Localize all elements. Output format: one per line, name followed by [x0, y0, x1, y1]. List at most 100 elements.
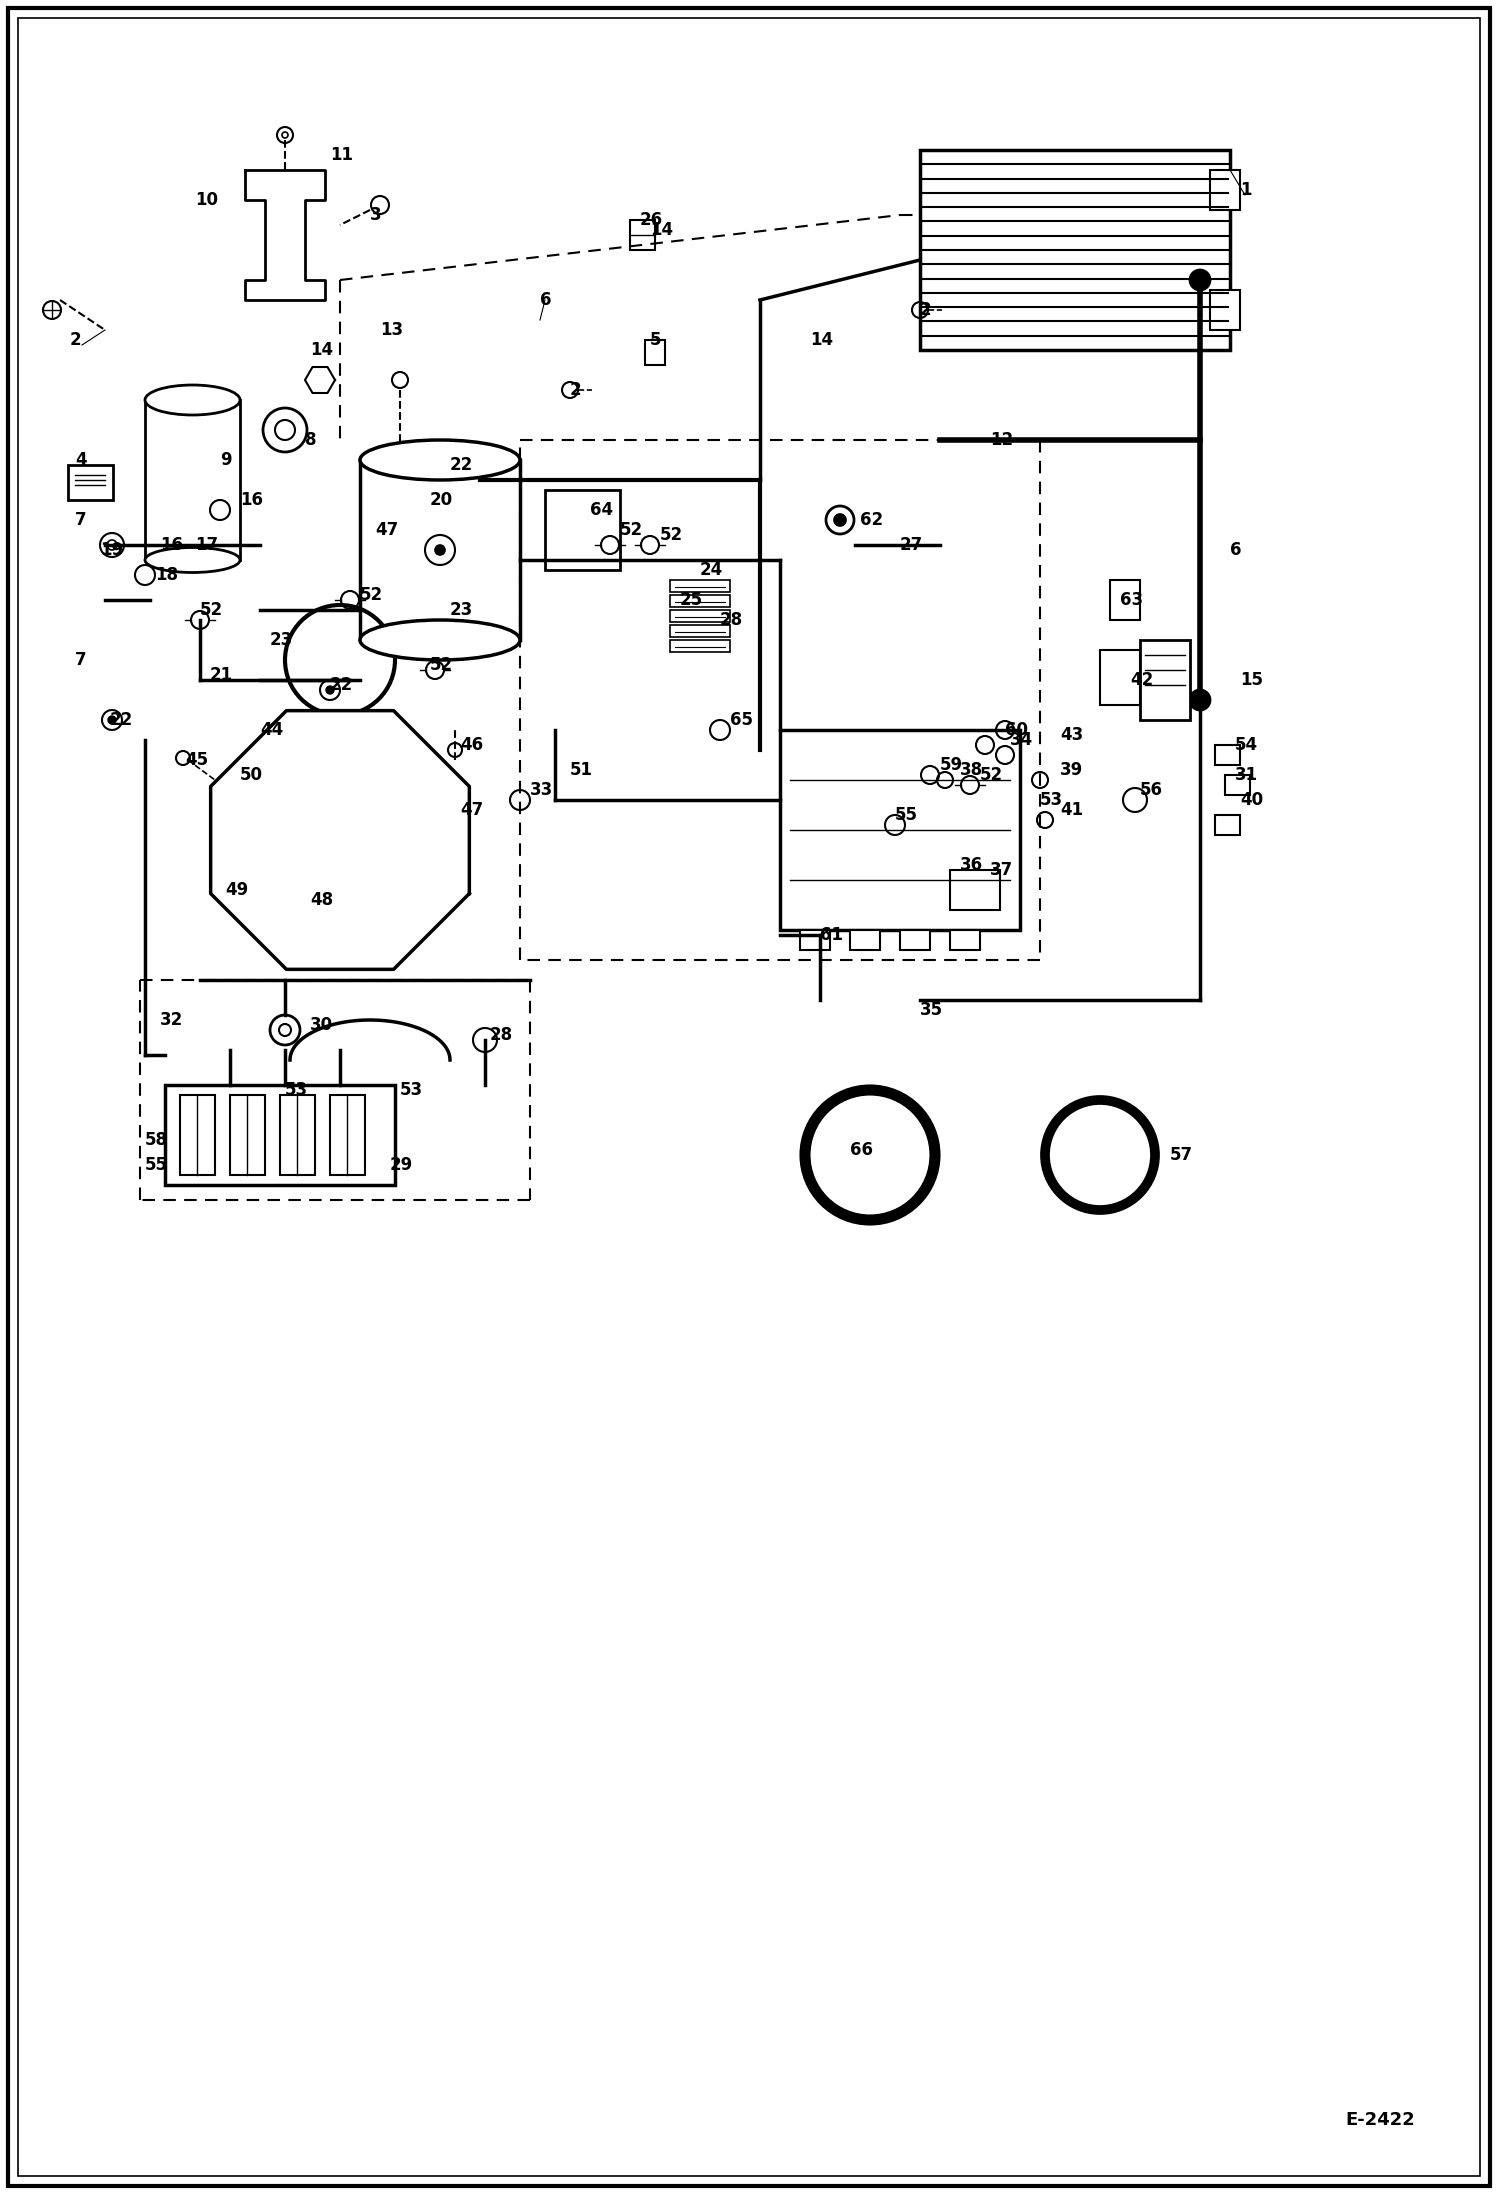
Text: 40: 40 — [1240, 792, 1263, 810]
Text: 22: 22 — [109, 711, 133, 728]
Text: 49: 49 — [225, 882, 249, 900]
Text: 13: 13 — [380, 320, 403, 340]
Text: 12: 12 — [990, 430, 1013, 450]
Text: 60: 60 — [1005, 722, 1028, 739]
Text: 14: 14 — [810, 331, 833, 349]
Circle shape — [270, 1016, 300, 1044]
Bar — [1210, 290, 1240, 329]
Text: 36: 36 — [960, 856, 983, 873]
Text: 26: 26 — [640, 211, 664, 228]
Text: 57: 57 — [1170, 1145, 1192, 1165]
Circle shape — [277, 233, 294, 248]
Circle shape — [108, 715, 115, 724]
Bar — [920, 149, 1230, 351]
Bar — [165, 1086, 395, 1185]
Bar — [1215, 746, 1240, 766]
Text: 23: 23 — [449, 601, 473, 619]
Bar — [670, 641, 730, 652]
Text: 7: 7 — [75, 511, 87, 529]
Text: 47: 47 — [460, 801, 484, 818]
Text: 2: 2 — [920, 301, 932, 318]
Text: 48: 48 — [310, 891, 333, 908]
Text: 43: 43 — [1061, 726, 1083, 744]
Ellipse shape — [360, 621, 520, 660]
Text: 53: 53 — [285, 1082, 309, 1099]
Circle shape — [327, 687, 334, 693]
Circle shape — [43, 301, 61, 318]
Text: 39: 39 — [1061, 761, 1083, 779]
Bar — [330, 1095, 366, 1176]
Bar — [1225, 774, 1249, 794]
Text: 1: 1 — [1240, 180, 1251, 200]
Text: 59: 59 — [941, 757, 963, 774]
Text: 9: 9 — [220, 452, 232, 470]
Circle shape — [834, 513, 846, 527]
Bar — [67, 465, 112, 500]
Text: 20: 20 — [430, 491, 452, 509]
Bar — [231, 1095, 265, 1176]
Bar — [631, 219, 655, 250]
Text: 3: 3 — [370, 206, 382, 224]
Bar — [950, 930, 980, 950]
Bar — [900, 930, 930, 950]
Text: 15: 15 — [1240, 671, 1263, 689]
Text: 52: 52 — [430, 656, 452, 674]
Text: 44: 44 — [261, 722, 283, 739]
Circle shape — [282, 237, 288, 244]
Text: 7: 7 — [75, 652, 87, 669]
Text: 30: 30 — [310, 1016, 333, 1033]
Text: 31: 31 — [1234, 766, 1258, 783]
Text: 63: 63 — [1121, 590, 1143, 610]
Text: 10: 10 — [195, 191, 219, 208]
Text: 2: 2 — [70, 331, 81, 349]
Bar — [670, 610, 730, 623]
Text: 53: 53 — [400, 1082, 422, 1099]
Text: 22: 22 — [330, 676, 354, 693]
Bar — [950, 871, 1001, 911]
Text: 64: 64 — [590, 500, 613, 520]
Text: 52: 52 — [980, 766, 1004, 783]
Text: 14: 14 — [310, 340, 333, 360]
Bar — [1110, 579, 1140, 621]
Text: 37: 37 — [990, 860, 1013, 880]
Text: 14: 14 — [650, 222, 673, 239]
Bar — [545, 489, 620, 570]
Bar — [670, 625, 730, 636]
Text: 32: 32 — [160, 1011, 183, 1029]
Text: 46: 46 — [460, 735, 484, 755]
Text: 27: 27 — [900, 535, 923, 555]
Text: 16: 16 — [160, 535, 183, 555]
Text: 22: 22 — [449, 456, 473, 474]
Ellipse shape — [145, 384, 240, 415]
Bar — [180, 1095, 216, 1176]
Polygon shape — [211, 711, 469, 970]
Text: E-2422: E-2422 — [1345, 2111, 1416, 2128]
Text: 18: 18 — [154, 566, 178, 584]
Text: 58: 58 — [145, 1130, 168, 1150]
Text: 55: 55 — [894, 805, 918, 825]
Circle shape — [434, 544, 445, 555]
Text: 55: 55 — [145, 1156, 168, 1174]
Text: 38: 38 — [960, 761, 983, 779]
Text: 66: 66 — [849, 1141, 873, 1158]
Bar — [145, 399, 240, 559]
Bar — [800, 930, 830, 950]
Polygon shape — [246, 169, 325, 301]
Text: 4: 4 — [75, 452, 87, 470]
Text: 33: 33 — [530, 781, 553, 799]
Text: 28: 28 — [721, 610, 743, 630]
Bar — [280, 1095, 315, 1176]
Text: 21: 21 — [210, 667, 234, 685]
Text: 42: 42 — [1129, 671, 1153, 689]
Ellipse shape — [360, 441, 520, 480]
Bar — [670, 579, 730, 592]
Text: 29: 29 — [389, 1156, 413, 1174]
Bar — [1140, 641, 1189, 720]
Circle shape — [440, 461, 449, 470]
Ellipse shape — [145, 548, 240, 573]
Bar — [646, 340, 665, 364]
Text: 16: 16 — [240, 491, 264, 509]
Text: 54: 54 — [1234, 735, 1258, 755]
Text: 28: 28 — [490, 1027, 514, 1044]
Text: 51: 51 — [571, 761, 593, 779]
